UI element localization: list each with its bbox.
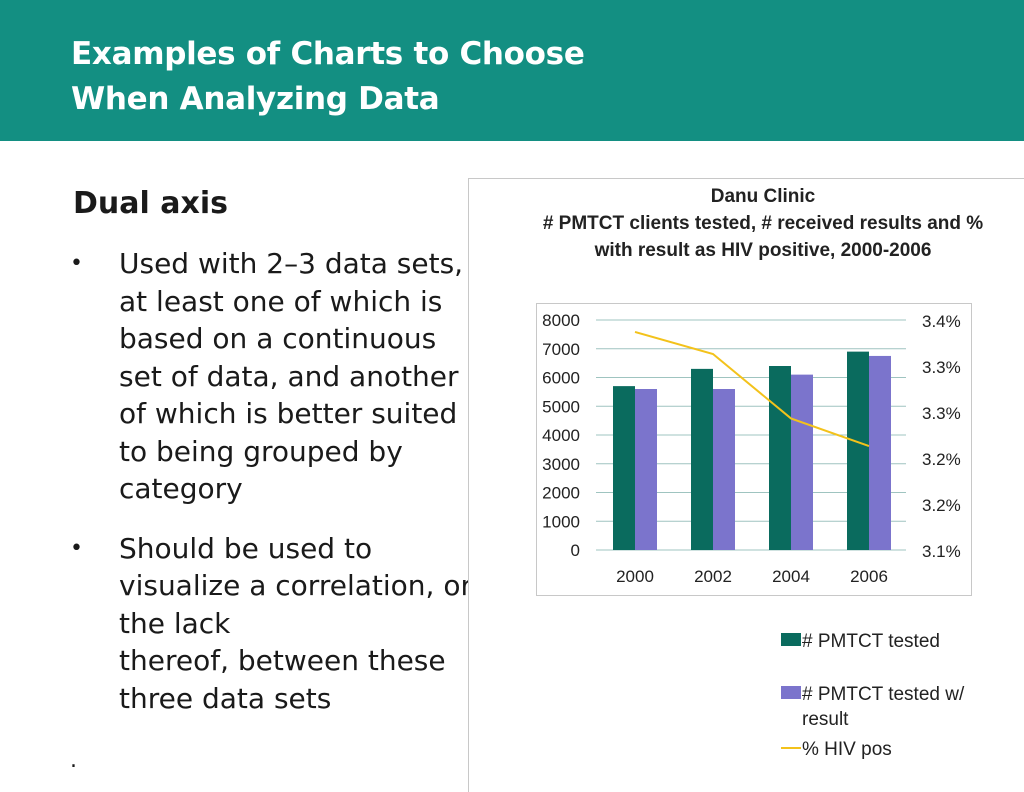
right-axis: 3.1% 3.2% 3.2% 3.3% 3.3% 3.4% [922, 312, 961, 561]
chart-frame [468, 178, 1024, 792]
bar [635, 389, 657, 550]
x-axis-tick-label: 2002 [694, 567, 732, 586]
left-axis-tick-label: 0 [571, 541, 580, 560]
slide-title: Examples of Charts to Choose When Analyz… [71, 32, 771, 122]
chart-line-series [634, 330, 870, 447]
slide-header: Examples of Charts to Choose When Analyz… [0, 0, 1024, 141]
x-axis-tick-label: 2004 [772, 567, 810, 586]
section-title: Dual axis [73, 186, 228, 221]
legend-label: result [802, 709, 849, 730]
right-axis-tick-label: 3.4% [922, 312, 961, 331]
bullet-text: Should be used to visualize a correlatio… [119, 531, 472, 715]
bullet-marker: • [70, 535, 83, 561]
slide-title-line-2: When Analyzing Data [71, 81, 440, 117]
bullet-item: • Should be used to visualize a correlat… [70, 530, 500, 718]
legend-label: % HIV pos [802, 739, 892, 760]
legend-swatch [781, 633, 801, 646]
bar [769, 366, 791, 550]
chart-title-line: with result as HIV positive, 2000-2006 [594, 240, 932, 261]
right-axis-tick-label: 3.1% [922, 542, 961, 561]
left-axis-tick-label: 6000 [542, 369, 580, 388]
x-axis-tick-label: 2006 [850, 567, 888, 586]
right-axis-tick-label: 3.3% [922, 404, 961, 423]
left-axis-tick-label: 8000 [542, 311, 580, 330]
bar [713, 389, 735, 550]
slide-title-line-1: Examples of Charts to Choose [71, 36, 585, 72]
x-axis: 2000 2002 2004 2006 [616, 567, 888, 586]
left-axis-tick-label: 2000 [542, 484, 580, 503]
bullet-list: • Used with 2–3 data sets, at least one … [70, 245, 500, 717]
left-axis-tick-label: 4000 [542, 426, 580, 445]
x-axis-tick-label: 2000 [616, 567, 654, 586]
right-axis-tick-label: 3.3% [922, 358, 961, 377]
bar [613, 386, 635, 550]
plot-frame [536, 303, 972, 596]
legend-label: # PMTCT tested [802, 631, 940, 652]
legend-label: # PMTCT tested w/ [802, 684, 965, 705]
right-axis-tick-label: 3.2% [922, 496, 961, 515]
line-series-path [634, 330, 870, 447]
left-axis: 0 1000 2000 3000 4000 5000 6000 7000 8000 [542, 311, 580, 560]
chart-bars [613, 351, 891, 550]
chart-title-line: Danu Clinic [711, 186, 816, 207]
bar [869, 355, 891, 550]
bar [791, 374, 813, 550]
chart-title-line: # PMTCT clients tested, # received resul… [543, 213, 983, 234]
legend-swatch [781, 686, 801, 699]
bullet-text: Used with 2–3 data sets, at least one of… [119, 247, 464, 505]
left-axis-tick-label: 5000 [542, 397, 580, 416]
left-axis-tick-label: 7000 [542, 340, 580, 359]
right-axis-tick-label: 3.2% [922, 450, 961, 469]
left-axis-tick-label: 1000 [542, 512, 580, 531]
bullet-marker: • [70, 251, 83, 276]
chart-title: Danu Clinic # PMTCT clients tested, # rec… [543, 186, 983, 261]
bar [691, 368, 713, 550]
chart-legend: # PMTCT tested # PMTCT tested w/result % H… [781, 631, 965, 760]
empty-bullet-dot: . [70, 748, 77, 773]
left-axis-tick-label: 3000 [542, 455, 580, 474]
bar [847, 351, 869, 550]
bullet-item: • Used with 2–3 data sets, at least one … [70, 245, 500, 508]
